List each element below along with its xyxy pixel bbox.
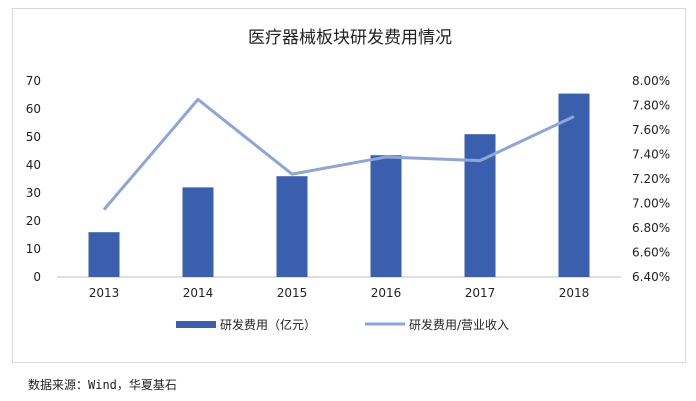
right-tick-label: 7.60% xyxy=(632,123,670,137)
bar xyxy=(558,93,590,277)
x-tick-label: 2016 xyxy=(371,286,402,300)
chart-frame: 医疗器械板块研发费用情况 0 10 20 30 40 50 60 70 6.40% 6.60% 6… xyxy=(12,8,686,363)
left-axis-ticks: 0 10 20 30 40 50 60 70 xyxy=(26,74,41,284)
bar xyxy=(464,134,496,277)
right-tick-label: 6.80% xyxy=(632,221,670,235)
source-note: 数据来源：Wind，华夏基石 xyxy=(28,378,177,392)
bar xyxy=(276,176,308,277)
x-tick-label: 2017 xyxy=(465,286,496,300)
legend-label-bar: 研发费用（亿元） xyxy=(220,317,316,332)
right-tick-label: 7.00% xyxy=(632,197,670,211)
line-series xyxy=(102,97,575,211)
ratio-line xyxy=(102,97,575,211)
x-tick-label: 2013 xyxy=(89,286,120,300)
x-tick-label: 2015 xyxy=(277,286,308,300)
bar-series xyxy=(88,93,590,277)
x-tick-label: 2018 xyxy=(559,286,590,300)
right-tick-label: 6.40% xyxy=(632,270,670,284)
left-tick-label: 0 xyxy=(33,270,41,284)
right-tick-label: 7.80% xyxy=(632,99,670,113)
right-axis-ticks: 6.40% 6.60% 6.80% 7.00% 7.20% 7.40% 7.60% 7.80%… xyxy=(632,74,670,284)
legend-label-line: 研发费用/营业收入 xyxy=(409,317,509,332)
bar xyxy=(182,187,214,277)
right-tick-label: 7.20% xyxy=(632,172,670,186)
right-tick-label: 6.60% xyxy=(632,246,670,260)
left-tick-label: 50 xyxy=(26,130,41,144)
left-tick-label: 20 xyxy=(26,214,41,228)
right-tick-label: 7.40% xyxy=(632,148,670,162)
legend: 研发费用（亿元） 研发费用/营业收入 xyxy=(176,317,509,332)
left-tick-label: 10 xyxy=(26,242,41,256)
x-tick-label: 2014 xyxy=(183,286,214,300)
left-tick-label: 30 xyxy=(26,186,41,200)
left-tick-label: 60 xyxy=(26,102,41,116)
right-tick-label: 8.00% xyxy=(632,74,670,88)
legend-swatch-bar xyxy=(176,321,216,328)
x-axis-ticks: 2013 2014 2015 2016 2017 2018 xyxy=(89,286,590,300)
bar xyxy=(88,232,120,277)
bar xyxy=(370,155,402,277)
left-tick-label: 70 xyxy=(26,74,41,88)
chart-title: 医疗器械板块研发费用情况 xyxy=(248,28,452,48)
left-tick-label: 40 xyxy=(26,158,41,172)
